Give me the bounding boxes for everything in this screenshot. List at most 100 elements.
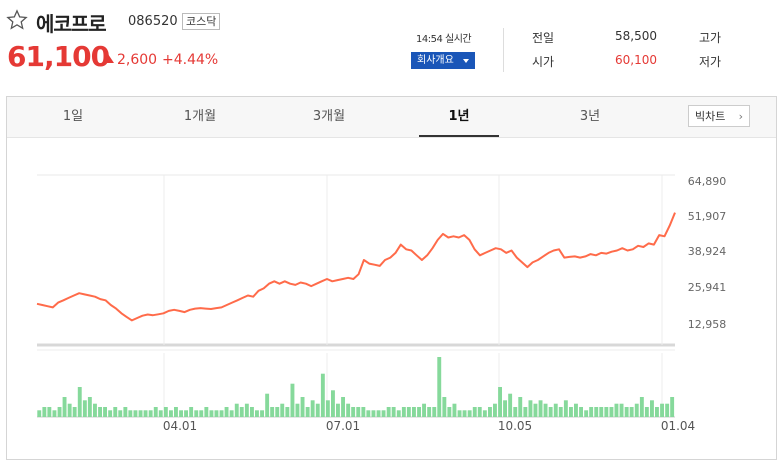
volume-bar	[133, 410, 138, 417]
volume-bar	[584, 410, 589, 417]
volume-bar	[488, 407, 492, 417]
prev-close-label: 전일	[532, 31, 555, 45]
favorite-star-icon[interactable]	[6, 9, 28, 31]
tab-3year[interactable]: 3년	[579, 109, 601, 124]
volume-bar	[629, 407, 634, 417]
volume-bar	[229, 410, 234, 417]
y-tick-label: 64,890	[688, 175, 727, 188]
tab-1month[interactable]: 1개월	[183, 109, 217, 124]
volume-bar	[660, 403, 664, 417]
x-tick-label: 04.01	[163, 419, 197, 433]
volume-bar	[224, 407, 229, 417]
volume-bar	[209, 410, 214, 417]
volume-bar	[670, 397, 675, 417]
volume-bar	[305, 407, 310, 417]
volume-bar	[37, 410, 42, 417]
volume-bar	[422, 403, 426, 417]
volume-bar	[93, 403, 97, 417]
volume-bar	[341, 397, 345, 417]
volume-bar	[163, 407, 168, 417]
volume-bar	[401, 407, 406, 417]
volume-bar	[270, 407, 275, 417]
volume-bar	[351, 407, 356, 417]
y-tick-label: 51,907	[688, 210, 727, 223]
volume-bar	[138, 410, 143, 417]
x-tick-label: 07.01	[326, 419, 360, 433]
volume-bar	[128, 410, 133, 417]
low-label: 저가	[699, 55, 722, 69]
volume-bar	[290, 383, 295, 417]
volume-bar	[285, 407, 290, 417]
volume-bar	[310, 400, 315, 417]
volume-bar	[204, 407, 209, 417]
volume-bar	[432, 407, 437, 417]
volume-bar	[644, 407, 649, 417]
volume-bar	[265, 393, 270, 417]
tab-1year[interactable]: 1년	[419, 97, 499, 137]
volume-bar	[594, 407, 599, 417]
bigchart-button[interactable]: 빅차트 ›	[688, 105, 750, 127]
volume-bar	[346, 403, 351, 417]
volume-bar	[113, 407, 118, 417]
tab-1day[interactable]: 1일	[62, 109, 84, 124]
volume-bar	[634, 403, 639, 417]
company-overview-button[interactable]: 회사개요	[411, 52, 475, 69]
volume-bar	[42, 407, 47, 417]
volume-bar	[260, 410, 264, 417]
volume-bar	[523, 407, 528, 417]
volume-bar	[508, 393, 513, 417]
volume-bar	[295, 403, 300, 417]
tab-3month[interactable]: 3개월	[312, 109, 346, 124]
volume-bar	[396, 410, 401, 417]
volume-bar	[391, 407, 396, 417]
volume-bar	[467, 410, 472, 417]
volume-bar	[406, 407, 411, 417]
volume-bar	[543, 403, 548, 417]
volume-bar	[315, 403, 320, 417]
volume-bar	[381, 410, 386, 417]
volume-bar	[255, 410, 259, 417]
volume-bar	[579, 407, 583, 417]
volume-bar	[609, 407, 614, 417]
volume-bar	[553, 403, 558, 417]
volume-bar	[442, 397, 447, 417]
volume-bar	[82, 400, 87, 417]
volume-bar	[563, 400, 568, 417]
volume-bar	[558, 407, 563, 417]
volume-bar	[72, 407, 77, 417]
volume-bar	[447, 407, 452, 417]
volume-bar	[87, 397, 92, 417]
volume-bar	[331, 390, 335, 417]
up-arrow-icon	[102, 54, 114, 63]
volume-bar	[103, 407, 107, 417]
volume-bar	[376, 410, 381, 417]
volume-bar	[158, 410, 163, 417]
volume-bar	[219, 410, 224, 417]
stock-code: 086520	[128, 14, 178, 29]
price-change: 2,600	[102, 52, 157, 68]
market-badge: 코스닥	[182, 13, 221, 30]
volume-bar	[325, 400, 330, 417]
volume-bar	[280, 403, 285, 417]
volume-bar	[655, 407, 659, 417]
volume-bar	[427, 407, 432, 417]
volume-bar	[234, 403, 239, 417]
volume-bar	[47, 407, 52, 417]
volume-bar	[528, 400, 533, 417]
volume-bar	[148, 410, 153, 417]
price-chart: 64,890 51,907 38,924 25,941 12,958 04.01 07.01…	[36, 174, 727, 433]
caret-down-icon	[463, 59, 469, 63]
volume-bar	[184, 410, 188, 417]
volume-bar	[179, 410, 183, 417]
volume-bar	[199, 410, 204, 417]
volume-bar	[513, 407, 518, 417]
volume-bar	[619, 403, 624, 417]
volume-bar	[174, 407, 178, 417]
volume-bar	[518, 397, 523, 417]
volume-bar	[614, 403, 619, 417]
volume-bar	[493, 403, 497, 417]
change-rate: +4.44%	[162, 52, 219, 68]
volume-bar	[244, 403, 249, 417]
volume-bar	[77, 387, 82, 417]
volume-bar	[62, 397, 67, 417]
